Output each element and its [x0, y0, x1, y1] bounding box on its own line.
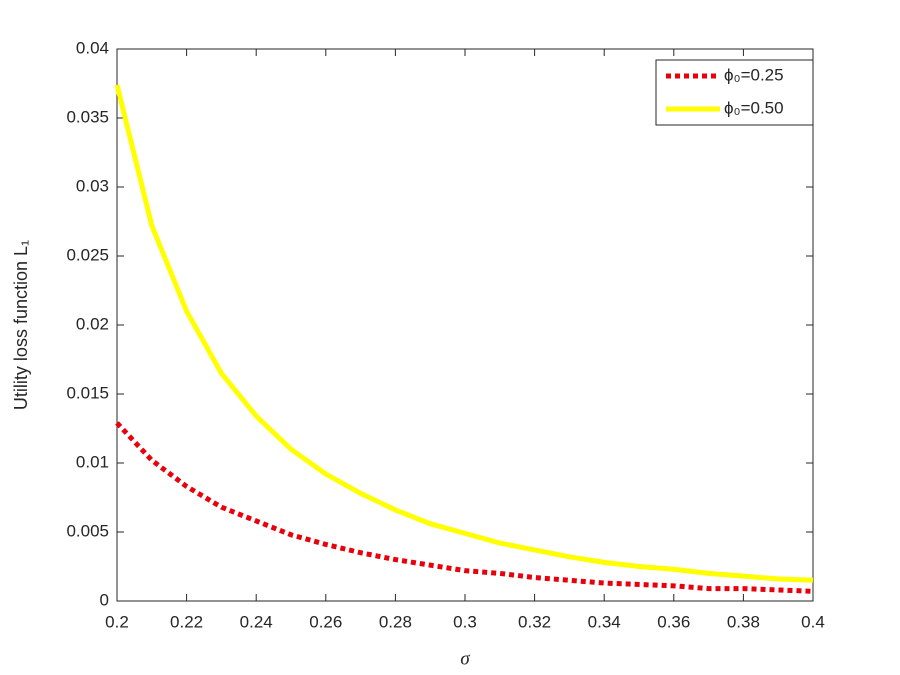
x-tick-label: 0.28 [379, 612, 412, 631]
y-tick-label: 0.035 [66, 107, 109, 126]
x-tick-label: 0.2 [105, 612, 129, 631]
y-tick-label: 0.03 [76, 176, 109, 195]
x-tick-label: 0.24 [240, 612, 273, 631]
x-tick-label: 0.22 [170, 612, 203, 631]
x-tick-label: 0.32 [518, 612, 551, 631]
x-axis-label: σ [460, 648, 470, 669]
x-tick-label: 0.4 [801, 612, 825, 631]
plot-area [116, 48, 814, 602]
x-tick-label: 0.26 [309, 612, 342, 631]
legend-label: ϕ₀=0.25 [724, 65, 784, 84]
data-line [115, 421, 814, 594]
x-tick-label: 0.3 [453, 612, 477, 631]
y-tick-label: 0.04 [76, 38, 109, 57]
y-tick-label: 0.025 [66, 245, 109, 264]
y-tick-label: 0.005 [66, 521, 109, 540]
legend-label: ϕ₀=0.50 [724, 98, 784, 117]
legend-box [655, 59, 814, 126]
x-tick-label: 0.34 [588, 612, 621, 631]
x-tick-label: 0.36 [657, 612, 690, 631]
y-axis-label: Utility loss function L₁ [11, 240, 31, 410]
x-tick-label: 0.38 [727, 612, 760, 631]
y-tick-label: 0.015 [66, 383, 109, 402]
data-line [114, 84, 814, 583]
y-tick-label: 0.01 [76, 452, 109, 471]
y-tick-label: 0 [100, 590, 109, 609]
y-tick-label: 0.02 [76, 314, 109, 333]
